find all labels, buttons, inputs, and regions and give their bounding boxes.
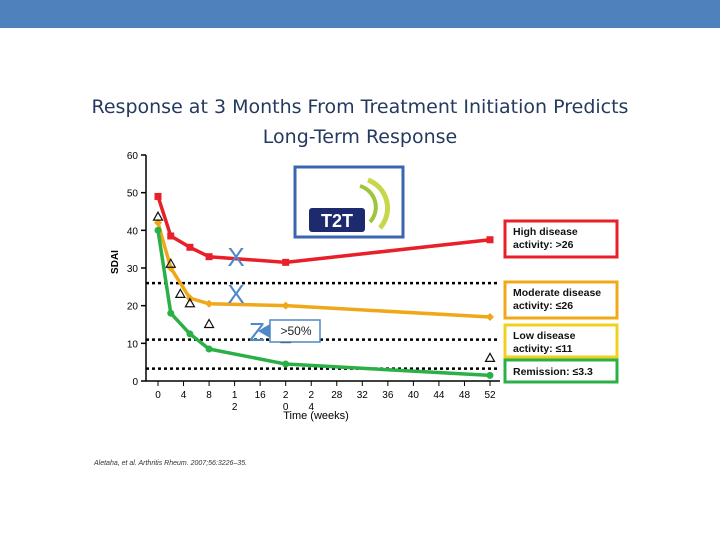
data-point (166, 264, 175, 272)
triangle-marker (174, 288, 186, 298)
y-tick-label: 50 (127, 189, 139, 200)
data-point (154, 218, 162, 227)
title-line-1: Response at 3 Months From Treatment Init… (91, 96, 629, 118)
data-point (186, 243, 194, 251)
triangle-marker (184, 297, 196, 308)
triangle-marker (203, 318, 215, 329)
x-tick-label: 16 (255, 390, 267, 401)
data-point (486, 236, 494, 244)
category-label-2: Moderate disease activity: ≤26 (513, 287, 601, 312)
x-marker-2: X (227, 279, 244, 309)
z-marker: Z (249, 317, 265, 347)
top-banner (0, 0, 720, 28)
data-point (282, 360, 290, 368)
x-tick-label: 4 (181, 390, 187, 401)
x-tick-label: 28 (331, 390, 343, 401)
category-box-4 (503, 358, 619, 384)
category-box-2 (503, 280, 619, 320)
slide-title: Response at 3 Months From Treatment Init… (60, 92, 660, 152)
triangle-marker (484, 352, 496, 362)
data-point (167, 309, 175, 317)
data-point (154, 226, 162, 234)
y-tick-label: 30 (127, 264, 139, 275)
data-point (167, 232, 175, 240)
category-box-3 (503, 323, 619, 359)
series-line-3 (156, 230, 491, 378)
t2t-logo: T2T (293, 165, 405, 239)
category-label-1: High disease activity: >26 (513, 226, 578, 251)
x-tick-label: 36 (382, 390, 394, 401)
y-tick-label: 40 (127, 226, 139, 237)
data-point (205, 299, 214, 308)
improvement-label: >50% (280, 324, 311, 338)
series-line-1 (156, 195, 491, 265)
x-tick-label: 0 (155, 390, 161, 401)
data-point (281, 301, 290, 310)
x-tick-label: 52 (484, 390, 496, 401)
data-point (154, 192, 162, 200)
x-tick-label: 40 (408, 390, 420, 401)
logo-text: T2T (321, 211, 353, 231)
x-tick-label: 32 (357, 390, 369, 401)
y-tick-label: 60 (127, 151, 139, 162)
x-axis-label: Time (weeks) (283, 410, 349, 422)
category-label-4: Remission: ≤3.3 (513, 366, 593, 378)
improvement-arrow: >50% (258, 319, 321, 343)
triangle-marker (152, 210, 164, 221)
data-point (205, 253, 213, 261)
data-point (486, 371, 494, 379)
x-marker-1: X (227, 242, 244, 272)
category-box-1 (503, 219, 619, 259)
data-point (205, 345, 213, 353)
y-axis-label: SDAI (110, 250, 121, 274)
x-tick-label: 44 (433, 390, 445, 401)
data-point (486, 312, 494, 321)
y-tick-label: 0 (132, 377, 138, 388)
title-line-2: Long-Term Response (262, 126, 458, 148)
y-tick-label: 20 (127, 302, 139, 313)
x-tick-label: 8 (206, 390, 212, 401)
y-tick-label: 10 (127, 339, 139, 350)
triangle-marker (165, 258, 177, 268)
citation: Aletaha, et al. Arthritis Rheum. 2007;56… (94, 460, 248, 467)
category-label-3: Low disease activity: ≤11 (513, 330, 576, 355)
x-tick-label: 48 (459, 390, 471, 401)
series-line-2 (156, 222, 491, 319)
data-point (186, 330, 194, 338)
data-point (282, 258, 290, 266)
